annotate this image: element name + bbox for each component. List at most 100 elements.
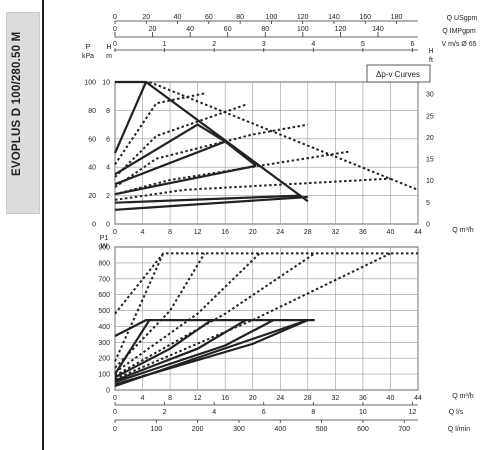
impgpm-tick: 80 <box>261 26 269 33</box>
top-x-tick: 4 <box>141 229 145 236</box>
impgpm-tick: 140 <box>372 26 384 33</box>
lmin-tick: 100 <box>150 426 162 433</box>
usgpm-axis-label: Q USgpm <box>447 15 478 22</box>
top-solid-curve <box>114 123 226 176</box>
top-y-tick-m: 4 <box>106 165 110 172</box>
bottom-x-tick: 8 <box>168 395 172 402</box>
top-dotted-curve <box>114 92 205 165</box>
usgpm-tick: 20 <box>142 14 150 21</box>
ls-tick: 0 <box>113 409 117 416</box>
bottom-x-tick: 12 <box>194 395 202 402</box>
top-dotted-curve <box>114 150 350 196</box>
top-y-tick-ft: 10 <box>426 178 434 185</box>
lmin-tick: 700 <box>398 426 410 433</box>
bottom-x-tick: 20 <box>249 395 257 402</box>
lmin-axis-label: Q l/min <box>448 426 470 433</box>
bottom-y-tick: 700 <box>98 276 110 283</box>
usgpm-tick: 180 <box>391 14 403 21</box>
bottom-x-tick: 16 <box>221 395 229 402</box>
top-dotted-curve <box>149 81 419 191</box>
ls-tick: 6 <box>262 409 266 416</box>
usgpm-tick: 60 <box>205 14 213 21</box>
bottom-dotted-curve <box>114 252 316 377</box>
velocity-axis-label: V m/s Ø 65 <box>441 41 476 48</box>
bottom-axis-label-w: W <box>101 243 108 250</box>
model-sidebar <box>6 12 40 214</box>
impgpm-tick: 120 <box>335 26 347 33</box>
top-solid-curve <box>114 140 257 186</box>
top-axis-label-kpa: kPa <box>82 53 94 60</box>
top-x-tick: 16 <box>221 229 229 236</box>
bottom-y-tick: 900 <box>98 245 110 252</box>
top-x-tick: 32 <box>331 229 339 236</box>
bottom-x-tick: 44 <box>414 395 422 402</box>
ls-tick: 2 <box>163 409 167 416</box>
bottom-y-tick: 200 <box>98 356 110 363</box>
usgpm-tick: 0 <box>113 14 117 21</box>
top-y-tick-ft: 5 <box>426 200 430 207</box>
bottom-y-tick: 500 <box>98 308 110 315</box>
lmin-tick: 600 <box>357 426 369 433</box>
top-solid-curve <box>113 81 148 154</box>
bottom-solid-curve <box>114 319 274 384</box>
velocity-tick: 5 <box>361 41 365 48</box>
top-y-tick-ft: 20 <box>426 135 434 142</box>
bottom-axis-label-p1: P1 <box>100 235 109 242</box>
lmin-tick: 200 <box>192 426 204 433</box>
bottom-y-tick: 100 <box>98 372 110 379</box>
ls-tick: 8 <box>311 409 315 416</box>
usgpm-tick: 40 <box>174 14 182 21</box>
top-x-tick: 20 <box>249 229 257 236</box>
impgpm-tick: 100 <box>297 26 309 33</box>
top-axis-label-h: H <box>106 44 111 51</box>
top-x-tick: 40 <box>387 229 395 236</box>
top-solid-curve <box>114 164 257 196</box>
top-x-tick: 24 <box>276 229 284 236</box>
top-axis-label-m: m <box>106 53 112 60</box>
lmin-tick: 500 <box>316 426 328 433</box>
bottom-dotted-curve <box>114 252 391 380</box>
velocity-tick: 1 <box>163 41 167 48</box>
top-x-tick: 36 <box>359 229 367 236</box>
bottom-dotted-curve <box>114 252 261 374</box>
bottom-y-tick: 0 <box>106 388 110 395</box>
top-x-tick: 8 <box>168 229 172 236</box>
bottom-dotted-curve <box>114 252 418 315</box>
velocity-tick: 3 <box>262 41 266 48</box>
top-solid-curve <box>114 195 308 211</box>
impgpm-tick: 60 <box>224 26 232 33</box>
top-right-axis-label-h: H <box>428 48 433 55</box>
velocity-tick: 4 <box>311 41 315 48</box>
top-y-tick-ft: 25 <box>426 113 434 120</box>
bottom-dotted-curve <box>114 252 206 369</box>
usgpm-tick: 160 <box>359 14 371 21</box>
top-y-tick-kpa: 20 <box>88 193 96 200</box>
top-y-tick-m: 6 <box>106 136 110 143</box>
bottom-solid-curve <box>114 319 151 375</box>
top-y-tick-m: 10 <box>102 80 110 87</box>
legend-label: Δp-v Curves <box>376 70 420 79</box>
bottom-y-tick: 600 <box>98 292 110 299</box>
top-y-tick-ft: 0 <box>426 222 430 229</box>
bottom-y-tick: 300 <box>98 340 110 347</box>
bottom-y-tick: 800 <box>98 260 110 267</box>
bottom-solid-curve <box>114 319 309 388</box>
bottom-x-tick: 0 <box>113 395 117 402</box>
bottom-x-tick: 32 <box>331 395 339 402</box>
ls-tick: 12 <box>409 409 417 416</box>
top-y-tick-ft: 15 <box>426 157 434 164</box>
top-solid-curve <box>114 194 301 204</box>
bottom-solid-curve <box>114 319 213 379</box>
top-x-tick: 44 <box>414 229 422 236</box>
bottom-x-tick: 40 <box>387 395 395 402</box>
top-right-axis-label-ft: ft <box>429 57 433 64</box>
impgpm-tick: 20 <box>149 26 157 33</box>
top-axis-label-p: P <box>86 44 91 51</box>
top-y-tick-kpa: 80 <box>88 108 96 115</box>
bottom-x-tick: 28 <box>304 395 312 402</box>
impgpm-tick: 40 <box>186 26 194 33</box>
bottom-x-tick: 4 <box>141 395 145 402</box>
top-solid-curve <box>115 80 309 203</box>
ls-tick: 4 <box>212 409 216 416</box>
